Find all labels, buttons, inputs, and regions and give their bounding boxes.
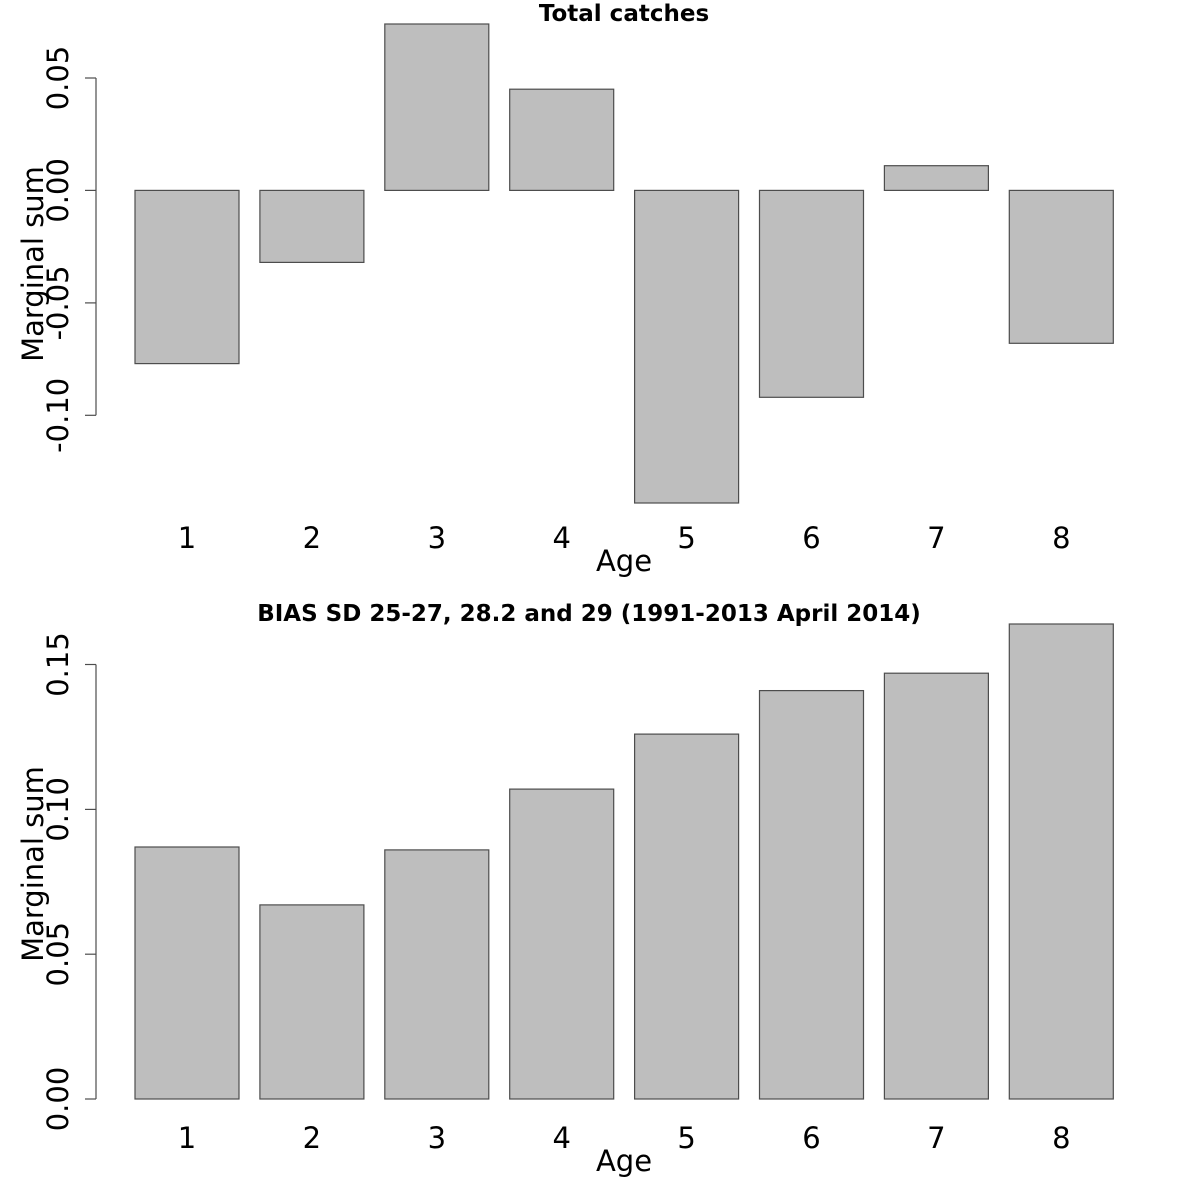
bar-age-1	[134, 189, 240, 365]
bar-age-1	[134, 846, 240, 1100]
bars	[134, 23, 1114, 504]
x-axis-label: Age	[596, 1144, 652, 1178]
panel-total-catches: Total catches Age Marginal sum -0.10 -0.0…	[16, 1, 1114, 578]
x-tick-label: 1	[178, 521, 196, 555]
x-tick-label: 3	[428, 1121, 446, 1155]
y-tick-label: 0.00	[41, 1067, 75, 1132]
y-axis: 0.00 0.05 0.10 0.15	[41, 632, 97, 1132]
x-tick-label: 2	[303, 521, 321, 555]
x-tick-label: 5	[677, 521, 695, 555]
bar-age-8	[1008, 189, 1114, 344]
x-tick-labels: 1 2 3 4 5 6 7 8	[178, 1121, 1071, 1155]
x-tick-label: 6	[802, 521, 820, 555]
x-tick-label: 4	[552, 521, 570, 555]
y-tick-label: 0.15	[41, 632, 75, 697]
bars	[134, 623, 1114, 1100]
x-tick-label: 2	[303, 1121, 321, 1155]
bar-age-2	[259, 189, 365, 263]
y-tick-label: 0.05	[41, 46, 75, 111]
x-tick-label: 7	[927, 1121, 945, 1155]
bar-age-5	[633, 189, 740, 504]
bar-age-4	[509, 788, 615, 1100]
x-tick-label: 5	[677, 1121, 695, 1155]
bar-age-7	[883, 672, 990, 1100]
x-tick-label: 4	[552, 1121, 570, 1155]
x-tick-labels: 1 2 3 4 5 6 7 8	[178, 521, 1071, 555]
bar-age-3	[384, 23, 490, 191]
x-tick-label: 6	[802, 1121, 820, 1155]
x-tick-label: 8	[1052, 1121, 1070, 1155]
x-tick-label: 1	[178, 1121, 196, 1155]
bar-age-6	[758, 689, 865, 1100]
panel-bias-sd: BIAS SD 25-27, 28.2 and 29 (1991-2013 Ap…	[16, 601, 1114, 1178]
y-tick-label: 0.05	[41, 922, 75, 987]
bar-age-7	[883, 165, 990, 191]
y-tick-label: -0.05	[41, 265, 75, 340]
bar-age-4	[509, 88, 615, 191]
y-axis-label: Marginal sum	[16, 766, 50, 962]
bar-age-5	[633, 733, 740, 1100]
x-axis-label: Age	[596, 544, 652, 578]
x-tick-label: 3	[428, 521, 446, 555]
chart-title: BIAS SD 25-27, 28.2 and 29 (1991-2013 Ap…	[257, 601, 921, 627]
y-axis: -0.10 -0.05 0.00 0.05	[41, 46, 97, 453]
bar-age-8	[1008, 623, 1114, 1100]
y-tick-label: 0.00	[41, 158, 75, 223]
x-tick-label: 8	[1052, 521, 1070, 555]
y-tick-label: 0.10	[41, 777, 75, 842]
chart-title: Total catches	[539, 1, 709, 27]
bar-age-3	[384, 849, 490, 1100]
bar-age-6	[758, 189, 865, 398]
y-axis-label: Marginal sum	[16, 166, 50, 362]
bar-age-2	[259, 904, 365, 1100]
x-tick-label: 7	[927, 521, 945, 555]
y-tick-label: -0.10	[41, 378, 75, 453]
